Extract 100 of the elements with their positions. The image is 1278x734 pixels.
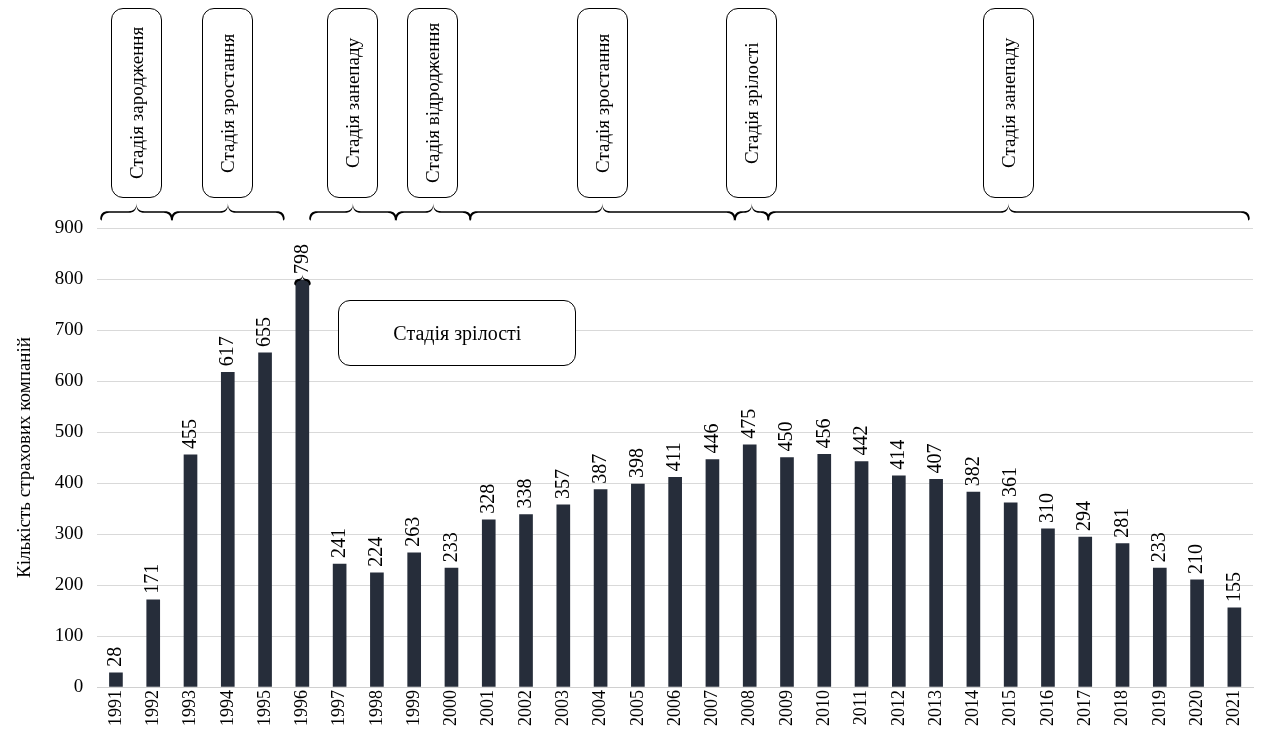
data-label: 338 [513,478,536,509]
x-tick-label: 2008 [738,690,759,726]
data-label: 224 [364,536,387,567]
bar [220,372,235,687]
bar [1115,543,1130,687]
data-label: 387 [587,453,610,484]
rounded-box: Стадія зростання [202,8,254,198]
y-tick-label: 200 [54,572,84,594]
rounded-box: Стадія зародження [110,8,162,198]
x-tick-label: 2001 [477,690,498,726]
x-tick-label: 1997 [328,690,349,726]
x-tick-label: 2003 [552,690,573,726]
data-label: 475 [736,408,759,439]
data-label: 233 [438,532,461,563]
data-label: 798 [289,244,312,275]
y-tick-label: 500 [54,419,84,441]
x-tick-label: 2010 [813,690,834,726]
data-label: 655 [252,316,275,347]
bar [370,572,384,687]
data-label: 411 [662,442,685,472]
x-tick-label: 1995 [253,690,274,726]
bar [1190,579,1204,687]
bar [1078,536,1093,687]
rounded-box: Стадія зростання [576,8,628,198]
rounded-box: Стадія зрілості [726,8,778,198]
bar [481,519,496,687]
bar [892,475,906,687]
x-tick-label: 2013 [924,690,945,726]
bar [1152,567,1167,687]
bar [183,454,198,687]
bar [705,459,720,687]
data-label: 263 [401,516,424,547]
x-tick-label: 2004 [589,690,610,726]
bar [854,461,869,687]
bar [258,352,272,687]
x-tick-label: 2011 [850,690,871,726]
data-label: 281 [1109,507,1132,538]
bar [668,477,682,687]
x-tick-label: 1993 [179,690,200,726]
x-tick-label: 2017 [1073,690,1094,726]
data-label: 450 [774,421,797,452]
data-label: 382 [960,456,983,487]
data-label: 210 [1184,543,1207,574]
x-tick-label: 1994 [216,690,237,726]
data-label: 617 [215,336,238,367]
data-label: 407 [923,443,946,474]
x-tick-label: 2009 [775,690,796,726]
x-tick-label: 2002 [514,690,535,726]
bar [556,504,571,687]
bar [593,489,608,687]
x-tick-label: 1999 [402,690,423,726]
x-tick-label: 2016 [1036,690,1057,726]
y-tick-label: 400 [54,470,84,492]
y-tick-label: 100 [54,623,84,645]
rounded-box: Стадія відродження [407,8,459,198]
y-tick-label: 700 [54,317,84,339]
x-tick-label: 2014 [962,690,983,726]
data-label: 456 [811,418,834,449]
x-tick-label: 2000 [440,690,461,726]
data-label: 442 [848,425,871,456]
x-tick-label: 2012 [887,690,908,726]
bar [780,457,794,687]
data-label: 328 [476,483,498,514]
rounded-box: Стадія занепаду [327,8,379,198]
x-tick-label: 1998 [365,690,386,726]
data-label: 446 [699,423,722,454]
rounded-box: Стадія занепаду [983,8,1035,198]
bar [1003,502,1018,687]
y-tick-label: 800 [54,266,84,288]
rounded-box: Стадія зрілості [338,300,577,366]
bar [1227,607,1242,687]
y-tick-label: 300 [54,521,84,543]
x-tick-label: 2007 [701,690,722,726]
x-tick-label: 1991 [104,690,125,726]
data-label: 455 [177,418,200,449]
x-tick-label: 1992 [141,690,162,726]
x-tick-label: 2020 [1185,690,1206,726]
data-label: 241 [326,528,349,559]
bar [109,672,123,687]
data-label: 361 [997,466,1020,497]
x-tick-label: 2006 [663,690,684,726]
x-tick-label: 2021 [1223,690,1244,726]
x-tick-label: 2018 [1111,690,1132,726]
bar [146,599,161,687]
bar [519,514,533,687]
x-tick-label: 2015 [999,690,1020,726]
data-label: 357 [550,468,573,499]
data-label: 310 [1035,492,1058,523]
bar [332,563,347,687]
data-label: 294 [1072,501,1095,532]
data-label: 233 [1147,532,1170,563]
data-label: 155 [1221,571,1244,602]
x-tick-label: 1996 [291,690,312,726]
bar [1041,528,1055,687]
x-tick-label: 2019 [1148,690,1169,726]
bar [407,552,422,687]
bar [966,491,981,687]
bar [742,444,757,687]
data-label: 28 [103,646,126,667]
data-label: 171 [140,563,163,594]
